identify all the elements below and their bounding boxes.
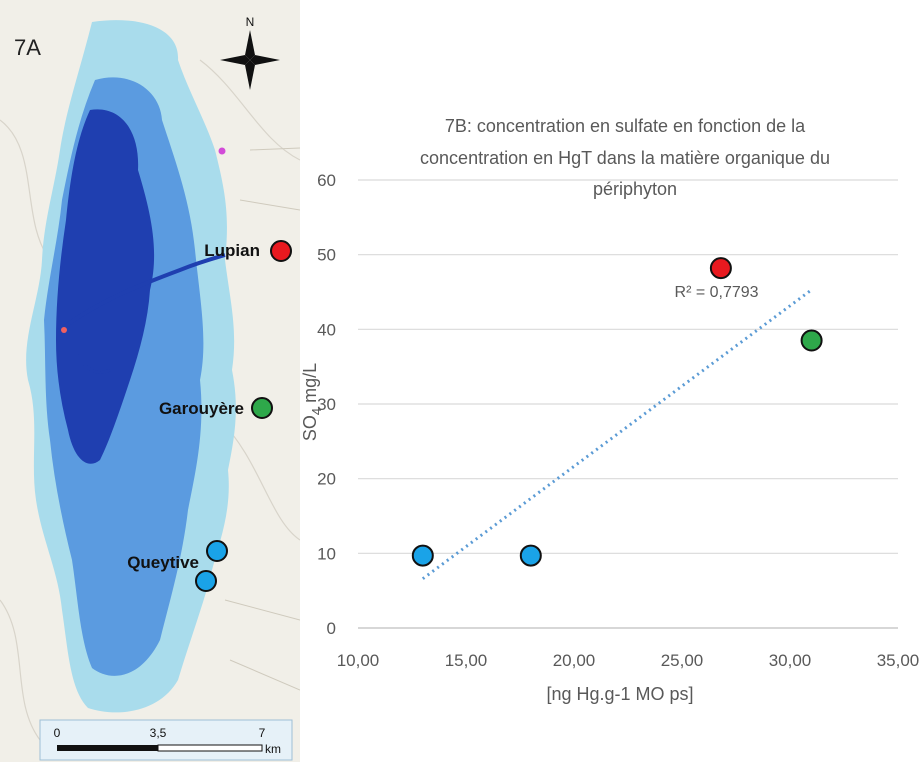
data-point <box>800 329 823 352</box>
y-tick-label: 0 <box>327 619 336 638</box>
scale-label-max: 7 <box>259 726 266 740</box>
site-label-queytive: Queytive <box>127 553 199 572</box>
chart-panel: 7B: concentration en sulfate en fonction… <box>300 0 920 762</box>
chart-title-line-1: 7B: concentration en sulfate en fonction… <box>445 116 806 136</box>
basin-dark-zone <box>56 109 155 464</box>
x-tick-label: 15,00 <box>445 651 488 670</box>
chart-title-line-3: périphyton <box>593 179 677 199</box>
panel-label: 7A <box>14 35 41 60</box>
trendline <box>421 288 813 580</box>
site-marker-lupian <box>270 240 292 262</box>
scale-unit: km <box>265 742 281 756</box>
roads <box>224 147 301 691</box>
y-axis-title-unit: mg/L <box>300 363 320 408</box>
data-point <box>709 257 732 280</box>
x-tick-label: 35,00 <box>877 651 920 670</box>
gridlines <box>358 179 898 629</box>
r-squared-label: R² = 0,7793 <box>675 284 759 301</box>
north-label: N <box>246 15 255 29</box>
y-axis-title-subscript: 4 <box>309 408 324 415</box>
red-marker <box>61 327 67 333</box>
purple-marker <box>218 147 226 155</box>
chart-title-line-2: concentration en HgT dans la matière org… <box>420 148 830 168</box>
site-marker-queytive-1 <box>206 540 228 562</box>
north-arrow-icon: N <box>220 15 280 90</box>
site-marker-garouyere <box>251 397 273 419</box>
x-tick-label: 25,00 <box>661 651 704 670</box>
stream <box>58 253 226 332</box>
y-tick-label: 60 <box>317 171 336 190</box>
x-tick-label: 10,00 <box>337 651 380 670</box>
terrain-lines <box>0 59 301 741</box>
site-marker-queytive-2 <box>195 570 217 592</box>
y-tick-label: 40 <box>317 320 336 339</box>
site-label-garouyere: Garouyère <box>159 399 244 418</box>
scale-label-0: 0 <box>54 726 61 740</box>
data-point <box>519 544 542 567</box>
y-tick-label: 10 <box>317 544 336 563</box>
y-tick-label: 30 <box>317 395 336 414</box>
stream-branch <box>60 329 111 374</box>
data-points <box>411 257 823 567</box>
x-axis-title: [ng Hg.g-1 MO ps] <box>546 684 693 704</box>
y-tick-label: 20 <box>317 470 336 489</box>
x-tick-labels: 10,00 15,00 20,00 25,00 30,00 35,00 <box>337 651 920 670</box>
scale-bar: 0 3,5 7 km <box>39 719 293 761</box>
scatter-chart: 7B: concentration en sulfate en fonction… <box>300 116 920 704</box>
y-axis-title: SO4 mg/L <box>300 363 324 441</box>
y-tick-label: 50 <box>317 246 336 265</box>
x-tick-label: 30,00 <box>769 651 812 670</box>
scale-label-mid: 3,5 <box>150 726 167 740</box>
x-tick-label: 20,00 <box>553 651 596 670</box>
basin-map: 7A N Lupian Garouyère Queytive 0 3,5 7 k… <box>0 0 301 762</box>
site-label-lupian: Lupian <box>204 241 260 260</box>
y-axis-title-main: SO <box>300 415 320 441</box>
data-point <box>411 544 434 567</box>
map-panel: 7A N Lupian Garouyère Queytive 0 3,5 7 k… <box>0 0 301 762</box>
y-tick-labels: 0 10 20 30 40 50 60 <box>317 171 336 638</box>
